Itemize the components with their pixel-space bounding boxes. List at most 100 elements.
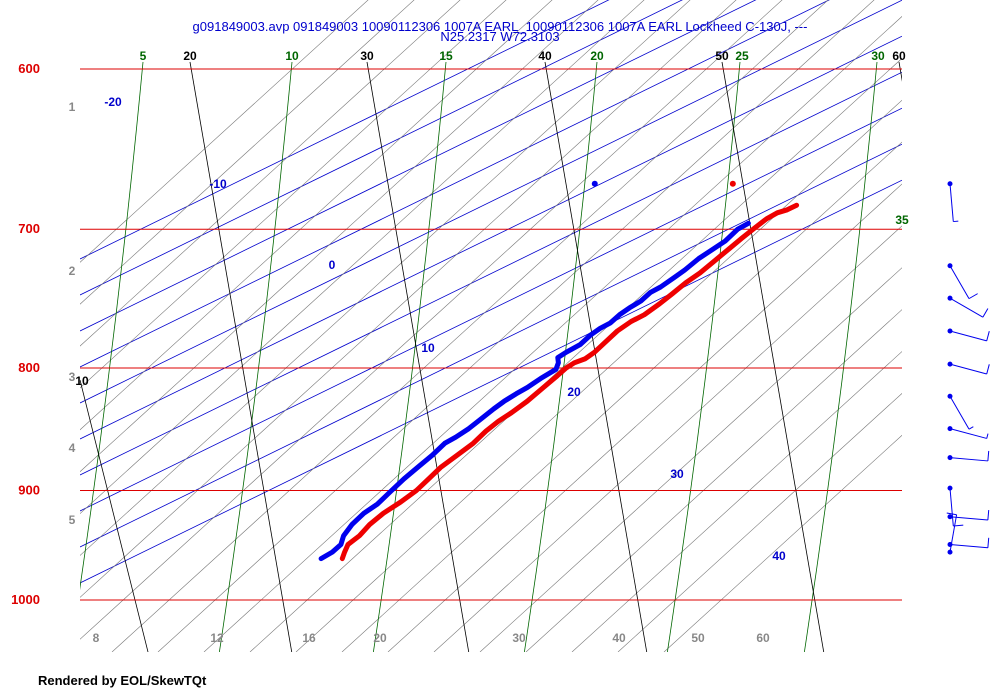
moist-adiabat-line [803,61,878,652]
isotherm-line [721,61,825,652]
chart-title-line2: N25.2317 W72.3103 [440,29,559,44]
isotherm-label: 10 [75,374,89,388]
wind-barb [947,450,990,462]
wind-barb-staff [949,363,987,375]
mixing-ratio-label: 40 [772,549,786,563]
pressure-label-900: 900 [18,482,40,497]
mixing-ratio-line [80,35,902,440]
dry-adiabat-line [479,267,902,652]
dry-adiabat-line [617,393,902,652]
isotherm-label: 60 [892,49,906,63]
dewpoint-profile [318,220,751,562]
pressure-label-600: 600 [18,61,40,76]
mixing-ratio-label: 0 [329,258,336,272]
isotherm-line [366,61,470,652]
wind-barb [947,510,990,521]
mixing-ratio-label: -10 [209,177,227,191]
wind-barb [947,328,990,342]
mixing-ratio-line [80,0,902,404]
dry-adiabat-line [80,0,553,431]
wind-barb-half-flag [986,433,989,439]
isotherm-line [80,379,149,652]
bottom-axis-label: 50 [691,631,705,645]
bottom-axis-label: 40 [612,631,626,645]
wind-barb-flag [987,510,990,521]
moist-adiabat-label: 25 [735,49,749,63]
isotherm-line [544,61,648,652]
wind-barb-flag [986,331,990,341]
isotherm-line [189,61,293,652]
dry-adiabat-line [80,0,415,305]
wind-barb [946,512,958,555]
dry-adiabat-line [80,0,737,598]
mixing-ratio-line [80,71,902,476]
wind-barb-flag [968,293,978,300]
moist-adiabat-line [523,61,598,652]
wind-barb-staff [949,395,970,430]
temperature-profile [339,202,800,562]
moist-adiabat-line [80,61,144,591]
mixing-ratio-label: 10 [421,341,435,355]
mixing-ratio-label: 30 [670,467,684,481]
wind-barb [947,181,959,223]
bottom-axis-label: 60 [756,631,770,645]
dry-adiabat-line [295,99,902,652]
isotherm-label: 50 [715,49,729,63]
footer-credit: Rendered by EOL/SkewTQt [38,673,207,688]
mixing-ratio-label: -20 [104,95,122,109]
wind-barb [947,263,978,300]
mixing-ratio-line [80,0,683,296]
pressure-label-700: 700 [18,221,40,236]
wind-barb-staff [949,514,958,553]
wind-barb-flag [986,364,990,375]
wind-barbs [946,181,990,555]
sounding-profiles [318,180,800,562]
side-axis-label: 5 [69,513,76,527]
chart-title-line1: g091849003.avp 091849003 10090112306 100… [193,19,808,34]
isobar-lines [80,68,902,601]
moist-adiabat-label: 35 [895,213,909,227]
moist-adiabat-label: 5 [140,49,147,63]
dry-adiabat-line [525,309,902,652]
wind-barb-half-flag [968,426,974,430]
isotherm-label: 40 [538,49,552,63]
pressure-label-800: 800 [18,360,40,375]
dry-adiabat-line [663,434,902,652]
moist-adiabat-line [666,61,741,652]
bottom-axis-label: 20 [373,631,387,645]
isotherm-label: 20 [183,49,197,63]
mixing-ratio-line [80,107,902,512]
wind-barb-staff [949,297,984,318]
dry-adiabat-line [80,0,691,556]
isotherm-label: 30 [360,49,374,63]
wind-barb-staff [949,428,987,439]
wind-barb-flag [987,450,990,461]
wind-barb-flag [946,512,957,516]
wind-barb [947,537,990,549]
dry-adiabat-line [80,0,645,515]
wind-barb-flag [987,537,990,548]
wind-barb-staff [949,457,988,462]
dry-adiabat-line [80,0,599,473]
bottom-axis-label: 30 [512,631,526,645]
dry-adiabat-line [111,0,829,652]
moist-adiabat-label: 30 [871,49,885,63]
dry-adiabat-line [80,0,461,347]
dry-adiabat-line [80,0,783,640]
moist-adiabat-line [372,61,447,652]
wind-barb-staff [949,330,987,342]
dry-adiabat-line [80,0,369,263]
wind-barb-staff [949,265,970,299]
mixing-ratio-line [80,0,610,260]
dry-adiabat-line [80,0,507,389]
wind-barb [947,393,974,430]
wind-barb [947,426,989,439]
wind-barb-flag [982,308,989,318]
dry-adiabat-line [341,141,902,652]
dry-adiabat-line [433,225,902,652]
wind-barb [947,295,989,318]
moist-adiabat-line [218,61,293,652]
